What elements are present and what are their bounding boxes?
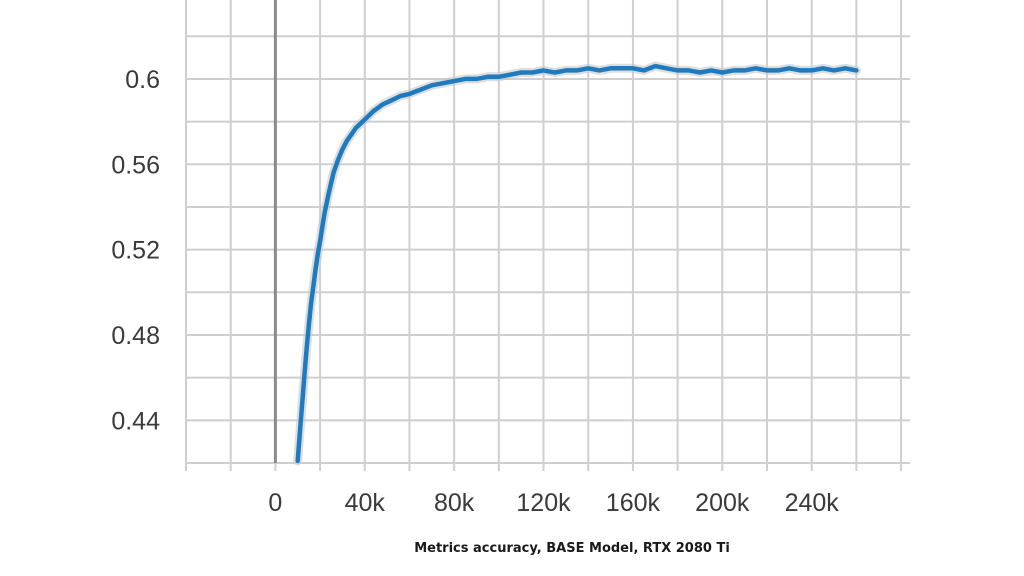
x-tick-label: 80k: [434, 489, 475, 517]
x-tick-label: 120k: [516, 489, 571, 517]
x-tick-label: 240k: [785, 489, 840, 517]
x-tick-labels: 0 40k 80k 120k 160k 200k 240k: [268, 489, 839, 517]
chart-caption: Metrics accuracy, BASE Model, RTX 2080 T…: [414, 541, 730, 556]
y-tick-label: 0.6: [125, 66, 160, 94]
series-line-0: [295, 63, 859, 464]
y-tick-labels: 0.44 0.48 0.52 0.56 0.6: [111, 66, 160, 435]
y-tick-label: 0.48: [111, 322, 160, 350]
x-tick-label: 160k: [606, 489, 661, 517]
y-tick-label: 0.52: [111, 237, 160, 265]
series-group: [293, 61, 861, 466]
x-tick-label: 200k: [695, 489, 750, 517]
y-tick-label: 0.44: [111, 407, 160, 435]
grid-lines: [185, 0, 910, 471]
x-tick-label: 40k: [345, 489, 386, 517]
series-line-shadow-0: [293, 61, 861, 466]
y-tick-label: 0.56: [111, 151, 160, 179]
x-tick-label: 0: [268, 489, 282, 517]
